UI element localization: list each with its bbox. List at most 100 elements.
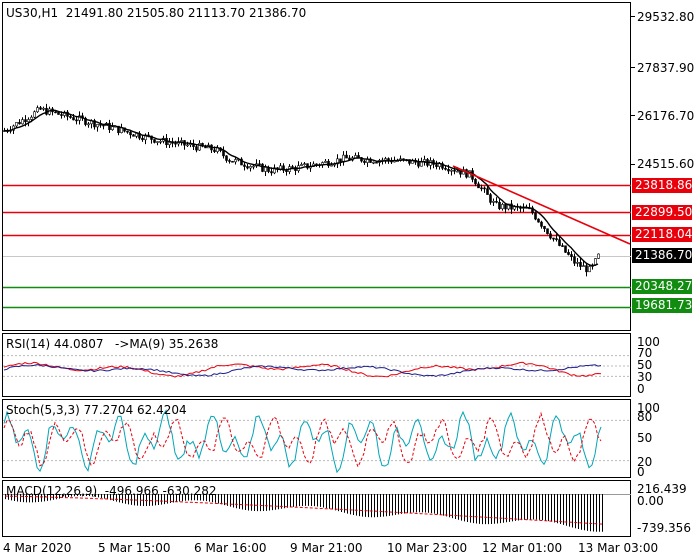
candle-body	[60, 114, 63, 116]
candle-body	[477, 183, 480, 189]
candle-body	[450, 169, 453, 172]
stoch-axis-label: 100	[637, 401, 660, 415]
date-label: 4 Mar 2020	[3, 541, 72, 555]
stoch-d-line	[3, 411, 602, 468]
level-tag: 19681.73	[632, 298, 692, 313]
candle-body	[594, 258, 597, 266]
candle-body	[93, 120, 96, 128]
candle-body	[270, 171, 273, 174]
candle-body	[102, 124, 105, 127]
candle-body	[459, 170, 462, 175]
level-tag: 20348.27	[632, 279, 692, 294]
candle-body	[234, 159, 237, 163]
candle-body	[504, 204, 507, 210]
candle-body	[564, 245, 567, 253]
candle-body	[144, 134, 147, 141]
level-tag: 22899.50	[632, 205, 692, 220]
candle-body	[417, 161, 420, 167]
candle-body	[345, 154, 348, 159]
candle-body	[21, 119, 24, 125]
candle-body	[300, 164, 303, 166]
candle-body	[492, 200, 495, 203]
candle-body	[108, 122, 111, 131]
stoch-pane[interactable]	[2, 399, 631, 478]
current-price-tag: 21386.70	[632, 248, 692, 263]
candle-body	[507, 203, 510, 210]
candle-body	[168, 142, 171, 146]
candle-body	[153, 139, 156, 143]
candle-body	[447, 169, 450, 172]
symbol-info: US30,H1 21491.80 21505.80 21113.70 21386…	[6, 6, 307, 20]
candle-body	[99, 124, 102, 126]
candle-body	[567, 252, 570, 255]
candle-body	[561, 245, 564, 247]
rsi-ma-line	[3, 361, 602, 378]
candle-body	[231, 160, 234, 163]
candle-body	[228, 160, 231, 162]
date-label: 12 Mar 01:00	[482, 541, 563, 555]
candle-body	[306, 163, 309, 169]
candle-body	[375, 161, 378, 164]
candle-body	[480, 187, 483, 190]
candle-body	[33, 111, 36, 118]
candle-body	[18, 122, 21, 125]
candle-body	[141, 137, 144, 141]
price-axis-label: 26176.70	[637, 109, 695, 123]
date-label: 9 Mar 21:00	[290, 541, 363, 555]
candle-body	[222, 150, 225, 157]
candle-body	[435, 164, 438, 167]
candle-body	[576, 262, 579, 264]
candle-body	[510, 203, 513, 210]
candle-body	[444, 167, 447, 170]
stoch-axis-label: 20	[637, 455, 653, 469]
macd-axis-label: -739.356	[637, 521, 691, 535]
candle-body	[273, 167, 276, 174]
stoch-axis-label: 80	[637, 410, 653, 424]
date-label: 5 Mar 15:00	[98, 541, 171, 555]
candle-body	[537, 218, 540, 223]
candle-body	[54, 111, 57, 114]
price-pane[interactable]	[2, 2, 631, 331]
date-label: 13 Mar 03:00	[578, 541, 659, 555]
candle-body	[156, 141, 159, 143]
candle-body	[582, 265, 585, 267]
candle-body	[78, 115, 81, 121]
candle-body	[363, 160, 366, 163]
candle-body	[24, 119, 27, 123]
candle-body	[501, 204, 504, 210]
candle-body	[339, 158, 342, 163]
candle-body	[573, 256, 576, 264]
rsi-pane[interactable]	[2, 333, 631, 397]
candle-body	[372, 161, 375, 164]
candle-body	[408, 159, 411, 164]
candle-body	[132, 134, 135, 137]
candle-body	[27, 119, 30, 123]
rsi-axis-label: 50	[637, 358, 653, 372]
stoch-axis-label: 50	[637, 431, 653, 445]
candle-body	[474, 179, 477, 185]
candle-body	[249, 166, 252, 169]
rsi-axis-label: 30	[637, 370, 653, 384]
candle-body	[129, 131, 132, 136]
date-label: 6 Mar 16:00	[194, 541, 267, 555]
level-tag: 23818.86	[632, 178, 692, 193]
macd-axis-label: 0.00	[637, 494, 664, 508]
rsi-axis-label: 70	[637, 346, 653, 360]
price-axis-label: 24515.60	[637, 157, 695, 171]
candle-body	[30, 116, 33, 120]
candle-body	[423, 159, 426, 162]
trend-line	[452, 165, 631, 245]
macd-axis-label: 216.439	[637, 482, 687, 496]
macd-pane[interactable]	[2, 480, 631, 537]
candle-body	[135, 133, 138, 137]
macd-header: MACD(12,26,9) -496.966 -630.282	[6, 484, 217, 498]
candle-body	[534, 212, 537, 220]
candle-body	[456, 170, 459, 173]
candle-body	[246, 166, 249, 169]
candle-body	[126, 130, 129, 133]
candle-body	[570, 254, 573, 257]
candle-body	[120, 127, 123, 134]
candle-body	[111, 126, 114, 131]
candle-body	[258, 163, 261, 166]
